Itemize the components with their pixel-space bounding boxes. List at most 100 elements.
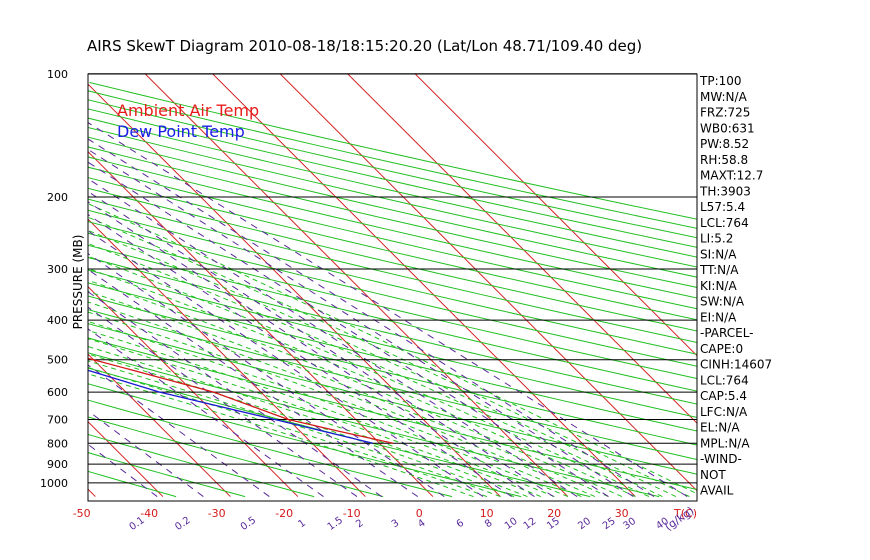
moist-adiabat-line (88, 203, 697, 495)
moist-adiabat-line (88, 360, 501, 498)
stat-item: CAPE:0 (700, 342, 743, 356)
stat-item: FRZ:725 (700, 106, 750, 120)
dry-adiabat-line (88, 323, 697, 475)
mixing-ratio-line (88, 253, 445, 497)
sounding-series (88, 357, 394, 444)
dry-adiabat-line (88, 221, 697, 367)
pressure-tick-label: 1000 (40, 477, 68, 490)
stat-item: CINH:14607 (700, 358, 772, 372)
stat-item: L57:5.4 (700, 200, 745, 214)
chart-title: AIRS SkewT Diagram 2010-08-18/18:15:20.2… (87, 37, 642, 55)
dry-adiabat-line (88, 146, 697, 288)
ambient-air-temp-line (88, 357, 394, 444)
mixing-ratio-tick-label: 0.5 (239, 515, 258, 533)
dry-adiabat-line (88, 166, 697, 310)
stat-item: EL:N/A (700, 421, 740, 435)
stat-item: MAXT:12.7 (700, 169, 763, 183)
moist-adiabat-line (88, 329, 555, 498)
mixing-ratio-tick-label: 0.2 (173, 515, 192, 533)
pressure-tick-label: 400 (47, 314, 68, 327)
bottom-temperature-tick-label: 0 (416, 507, 423, 520)
stat-item: LCL:764 (700, 373, 749, 387)
pressure-tick-label: 900 (47, 458, 68, 471)
pressure-tick-label: 200 (47, 191, 68, 204)
mixing-ratio-line (88, 138, 655, 497)
stat-item: LFC:N/A (700, 405, 748, 419)
moist-adiabat-line (88, 301, 596, 498)
mixing-ratio-tick-label: 6 (455, 518, 467, 531)
stat-item: -PARCEL- (700, 326, 754, 340)
bottom-temperature-tick-label: -40 (140, 507, 158, 520)
dry-adiabat-line (88, 416, 384, 498)
moist-adiabat-line (88, 311, 582, 498)
dry-adiabat-line (88, 337, 697, 491)
mixing-ratio-tick-label: 1 (296, 518, 308, 531)
mixing-ratio-line (88, 364, 270, 497)
isotherm-line (88, 420, 164, 497)
mixing-ratio-tick-label: 10 (503, 516, 520, 532)
pressure-tick-label: 300 (47, 263, 68, 276)
mixing-ratio-tick-label: 2 (354, 518, 366, 531)
stat-item: SW:N/A (700, 295, 745, 309)
isotherm-line (279, 74, 697, 492)
stat-item: TH:3903 (699, 184, 751, 198)
moist-adiabat-line (88, 279, 623, 498)
dry-adiabat-line (88, 269, 697, 418)
isotherm-line (0, 65, 28, 497)
legend: Ambient Air Temp Dew Point Temp (117, 101, 259, 141)
pressure-tick-label: 800 (47, 437, 68, 450)
dry-adiabat-line (88, 187, 697, 332)
stat-item: MW:N/A (700, 90, 748, 104)
mixing-ratio-tick-label: 3 (390, 518, 402, 531)
dry-adiabat-line (88, 209, 697, 355)
y-axis-label: PRESSURE (MB) (71, 235, 85, 330)
moist-adiabat-lines (88, 203, 697, 498)
mixing-ratio-line (88, 201, 535, 497)
dry-adiabat-line (88, 127, 697, 268)
dry-adiabat-line (88, 383, 522, 498)
mixing-ratio-lines (88, 122, 688, 497)
stat-item: SI:N/A (700, 247, 737, 261)
bottom-temperature-tick-label: -30 (208, 507, 226, 520)
bottom-temperature-tick-label: 10 (480, 507, 494, 520)
moist-adiabat-line (88, 320, 569, 498)
dry-adiabat-line (88, 117, 697, 258)
bottom-temperature-tick-label: -20 (275, 507, 293, 520)
stat-item: -WIND- (700, 452, 742, 466)
stat-item: WB0:631 (700, 121, 755, 135)
mixing-ratio-line (88, 410, 204, 497)
isotherm-line (88, 285, 299, 497)
stat-item: RH:58.8 (700, 153, 748, 167)
dry-adiabat-line (88, 232, 697, 380)
plot-frame (87, 73, 698, 502)
pressure-tick-label: 500 (47, 354, 68, 367)
dry-adiabat-line (88, 156, 697, 299)
stat-item: KI:N/A (700, 279, 737, 293)
dry-adiabat-line (88, 309, 697, 460)
bottom-temperature-tick-label: 30 (615, 507, 629, 520)
isotherm-line (414, 74, 697, 357)
dry-adiabat-line (88, 256, 697, 405)
stat-item: NOT (700, 468, 726, 482)
moist-adiabat-line (88, 267, 636, 498)
mixing-ratio-line (88, 148, 634, 497)
moist-adiabat-line (88, 373, 474, 498)
legend-entry: Ambient Air Temp (117, 101, 259, 120)
dry-adiabat-line (88, 136, 697, 278)
pressure-tick-label: 700 (47, 414, 68, 427)
stat-item: AVAIL (700, 484, 734, 498)
moist-adiabat-line (88, 290, 609, 498)
temperature-unit-label: T(C) (673, 507, 697, 520)
isotherm-line (347, 74, 697, 424)
stat-item: MPL:N/A (700, 436, 750, 450)
mixing-ratio-tick-label: 8 (483, 518, 495, 531)
mixing-ratio-line (88, 178, 578, 497)
stat-item: TT:N/A (699, 263, 739, 277)
dry-adiabat-line (88, 295, 697, 446)
dew-point-temp-line (88, 369, 373, 444)
stat-item: EI:N/A (700, 310, 737, 324)
dry-adiabat-line (88, 367, 591, 498)
moist-adiabat-line (88, 216, 690, 498)
dry-adiabat-line (88, 198, 697, 343)
